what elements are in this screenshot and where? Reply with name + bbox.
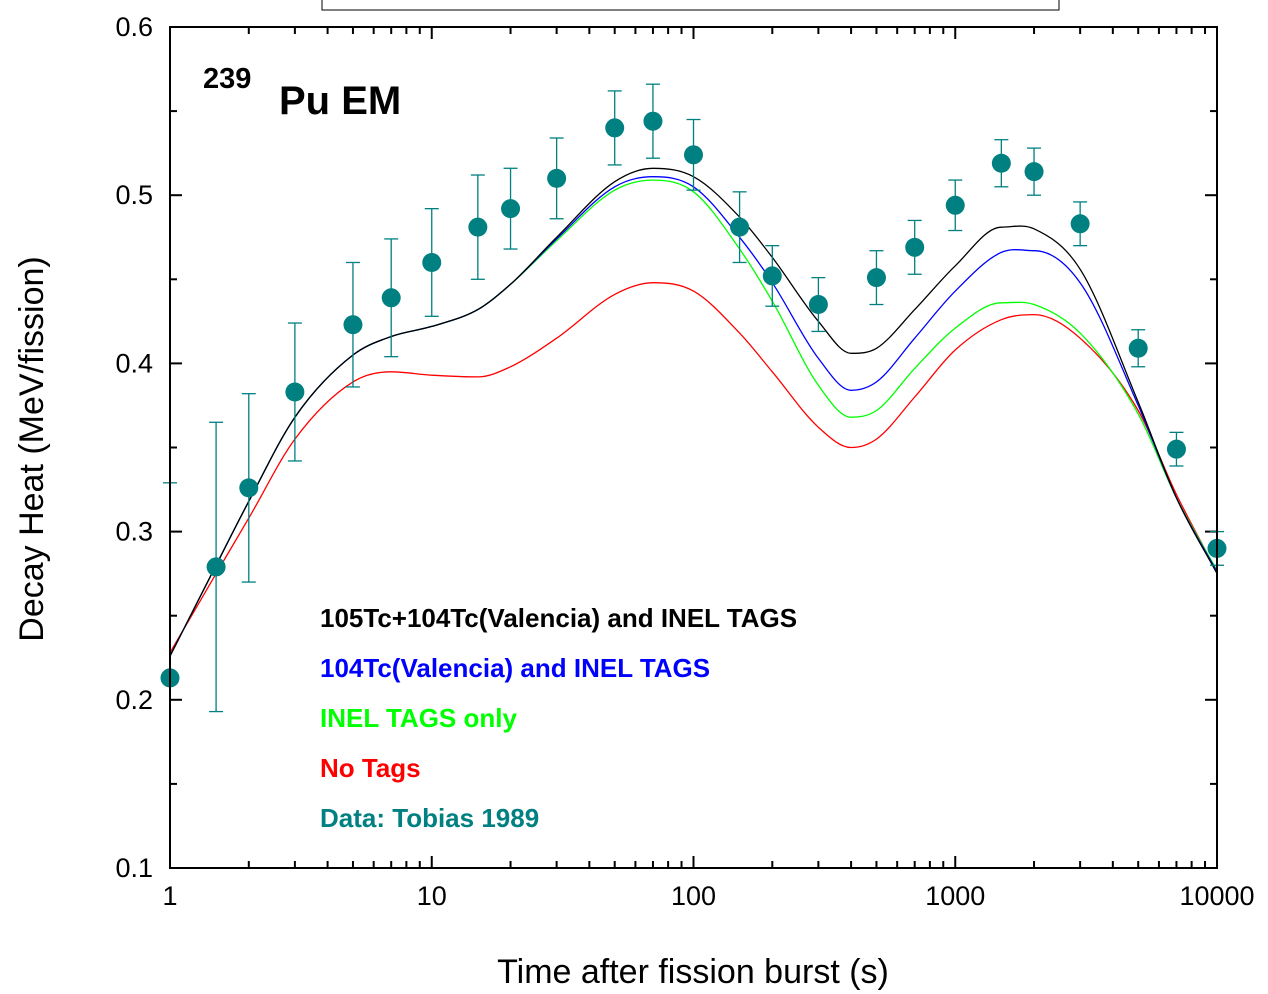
tick-labels: 1 10 100 1000 10000 0.1 0.2 0.3 0.4 0.5 0.6 xyxy=(115,12,1254,911)
data-point xyxy=(547,168,567,188)
data-point xyxy=(422,252,442,272)
series-line xyxy=(169,282,1218,654)
data-point xyxy=(730,217,750,237)
x-axis-title: Time after fission burst (s) xyxy=(497,953,889,991)
data-point xyxy=(808,295,828,315)
y-tick-label: 0.2 xyxy=(115,685,153,715)
y-tick-label: 0.1 xyxy=(115,853,153,883)
y-tick-label: 0.3 xyxy=(115,517,153,547)
y-tick-label: 0.4 xyxy=(115,348,153,378)
x-tick-label: 100 xyxy=(671,881,716,911)
legend-entry: No Tags xyxy=(320,753,421,783)
data-point xyxy=(643,111,663,131)
legend-entry: 104Tc(Valencia) and INEL TAGS xyxy=(320,653,710,683)
data-point xyxy=(206,557,226,577)
y-axis-title: Decay Heat (MeV/fission) xyxy=(13,256,51,641)
series-line xyxy=(169,176,1218,657)
data-point xyxy=(285,382,305,402)
data-point xyxy=(991,153,1011,173)
data-point xyxy=(684,145,703,165)
x-tick-label: 1000 xyxy=(925,881,985,911)
data-point xyxy=(381,288,401,308)
series-line xyxy=(169,167,1218,657)
series-line xyxy=(169,179,1218,657)
plot-frame xyxy=(169,26,1218,869)
data-point xyxy=(866,268,886,288)
legend: 105Tc+104Tc(Valencia) and INEL TAGS 104Tc… xyxy=(320,603,797,833)
legend-entry: 105Tc+104Tc(Valencia) and INEL TAGS xyxy=(320,603,797,633)
data-point xyxy=(1128,338,1148,358)
panel-label-mass: 239 xyxy=(203,63,251,95)
data-point xyxy=(945,195,965,215)
data-point xyxy=(905,237,925,257)
data-point xyxy=(468,217,488,237)
legend-entry: INEL TAGS only xyxy=(320,703,517,733)
data-point xyxy=(501,199,521,219)
panel-label: 239 Pu EM xyxy=(203,63,401,123)
x-tick-label: 10 xyxy=(417,881,447,911)
data-point xyxy=(605,118,625,138)
series-lines xyxy=(169,167,1218,657)
x-tick-label: 10000 xyxy=(1179,881,1254,911)
data-point xyxy=(762,266,782,286)
data-point xyxy=(239,478,259,498)
data-point xyxy=(1070,214,1090,234)
data-points xyxy=(160,111,1227,688)
y-tick-label: 0.6 xyxy=(115,12,153,42)
y-tick-label: 0.5 xyxy=(115,180,153,210)
panel-label-text: Pu EM xyxy=(279,79,401,123)
x-tick-label: 1 xyxy=(162,881,177,911)
legend-entry: Data: Tobias 1989 xyxy=(320,803,539,833)
data-point xyxy=(1166,439,1186,459)
error-bars xyxy=(163,83,1224,868)
data-point xyxy=(1024,162,1044,182)
data-point xyxy=(343,315,363,335)
ticks-layer xyxy=(169,26,1217,869)
top-frame-fragment xyxy=(321,0,1060,11)
